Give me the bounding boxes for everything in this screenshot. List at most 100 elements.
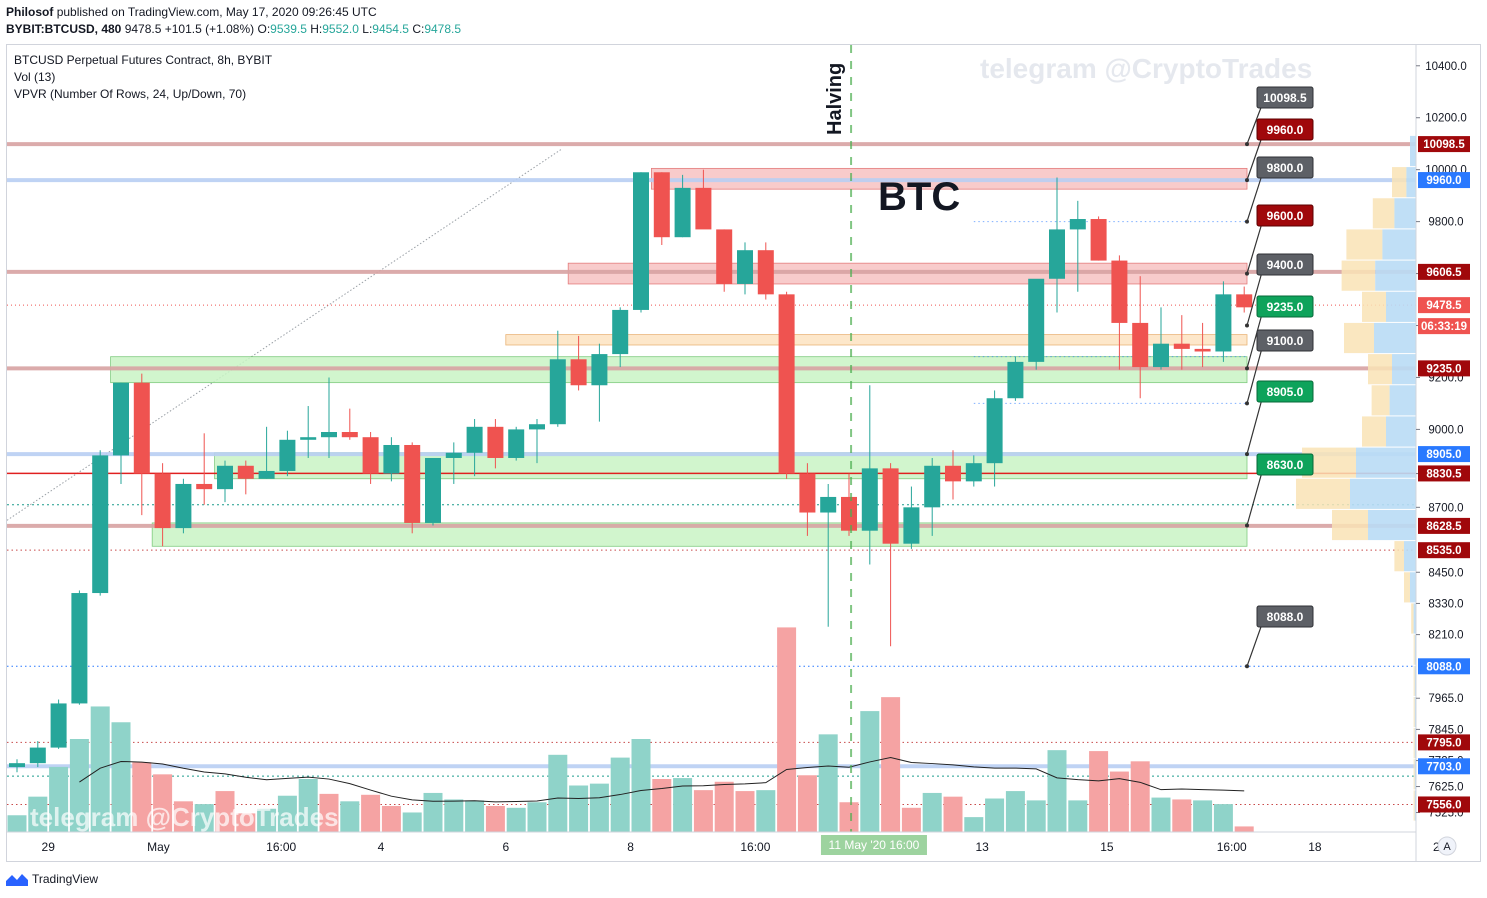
- callout-anchor: [1245, 401, 1249, 406]
- volume-bar: [569, 785, 589, 832]
- price-badge: [1418, 172, 1470, 189]
- candle-body: [633, 172, 649, 310]
- volume-bar: [485, 805, 505, 832]
- footer-brand[interactable]: TradingView: [32, 872, 99, 886]
- price-tick-label: 8450.0: [1428, 567, 1463, 579]
- volume-bar: [777, 627, 797, 832]
- callout-pointer: [1246, 471, 1263, 526]
- candle-body: [1173, 343, 1190, 349]
- open-label: O:: [257, 22, 271, 36]
- vpvr-up-bar: [1414, 790, 1416, 821]
- volume-bar: [1234, 826, 1254, 832]
- time-tick-label: 16:00: [266, 840, 296, 854]
- callout-pointer: [1246, 398, 1263, 455]
- vpvr-up-bar: [1410, 135, 1416, 167]
- vpvr-up-bar: [1414, 634, 1416, 665]
- callout-label: 9600.0: [1267, 209, 1304, 223]
- callout-anchor: [1245, 219, 1249, 224]
- price-badge-label: 7795.0: [1426, 737, 1461, 749]
- vpvr-up-bar: [1414, 696, 1416, 728]
- candle-body: [154, 473, 171, 529]
- candle-body: [9, 763, 25, 768]
- candle-body: [404, 444, 421, 523]
- callout-anchor: [1245, 142, 1249, 147]
- price-change: +101.5 (+1.08%): [164, 22, 255, 36]
- auto-scale-button[interactable]: [1437, 836, 1457, 856]
- price-badge-label: 9235.0: [1426, 363, 1461, 375]
- price-badge: [1418, 136, 1470, 153]
- callout-anchor: [1245, 452, 1249, 457]
- volume-bar: [49, 766, 69, 832]
- candle-body: [1049, 229, 1065, 279]
- volume-bar: [1109, 771, 1129, 832]
- callout-box: [1256, 380, 1314, 403]
- volume-bar: [298, 778, 318, 832]
- background-layer: [6, 148, 563, 521]
- vpvr-down-bar: [1411, 603, 1414, 634]
- symbol-label: BYBIT:BTCUSD, 480: [6, 22, 122, 36]
- candle-body: [653, 172, 670, 238]
- publisher-name[interactable]: Philosof: [6, 5, 54, 19]
- volume-bar: [340, 801, 360, 832]
- volume-bar: [1130, 761, 1150, 832]
- open-value: 9539.5: [270, 22, 307, 36]
- volume-bar: [964, 817, 984, 832]
- volume-bar: [465, 800, 485, 832]
- volume-bar: [402, 812, 422, 832]
- chart-legend: BTCUSD Perpetual Futures Contract, 8h, B…: [14, 52, 272, 103]
- price-badge-label: 7703.0: [1426, 761, 1461, 773]
- candle-body: [425, 457, 441, 523]
- volume-bar: [818, 734, 838, 832]
- callout-box: [1256, 253, 1314, 276]
- publication-header: Philosof published on TradingView.com, M…: [6, 4, 461, 38]
- vpvr-up-bar: [1414, 665, 1416, 696]
- price-badge: [1418, 360, 1470, 377]
- volume-bar: [631, 739, 651, 832]
- price-tick-label: 8330.0: [1428, 598, 1463, 610]
- candle-body: [882, 468, 899, 544]
- watermark-bottom: telegram @CryptoTrades: [30, 802, 339, 832]
- volume-bar: [90, 706, 110, 832]
- candle-body: [965, 463, 982, 482]
- candle-body: [737, 250, 753, 284]
- legend-volume[interactable]: Vol (13): [14, 70, 56, 84]
- high-value: 9552.0: [322, 22, 359, 36]
- vpvr-up-bar: [1375, 260, 1416, 291]
- candle-body: [861, 468, 878, 531]
- callout-label: 9800.0: [1267, 161, 1304, 175]
- annotations-layer: Halving BTC telegram @CryptoTrades 10098.5 9…: [824, 45, 1314, 832]
- volume-bar: [194, 804, 214, 832]
- halving-label: Halving: [824, 63, 846, 135]
- callout-label: 9235.0: [1267, 300, 1304, 314]
- vpvr-down-bar: [1346, 229, 1383, 260]
- last-price: 9478.5: [124, 22, 162, 36]
- price-badge-label: 8628.5: [1426, 521, 1462, 533]
- chart-title: BTC: [878, 175, 960, 219]
- volume-bar: [735, 791, 755, 832]
- candle-body: [113, 382, 129, 456]
- volume-bar: [985, 798, 1005, 832]
- time-tick-label: 16:00: [740, 840, 770, 854]
- candle-body: [133, 382, 150, 474]
- legend-title[interactable]: BTCUSD Perpetual Futures Contract, 8h, B…: [14, 53, 273, 67]
- time-tick-label: 11 May '20 16:00: [829, 838, 920, 852]
- volume-bar: [257, 808, 277, 832]
- time-tick-label: 4: [378, 840, 385, 854]
- candle-body: [986, 398, 1003, 464]
- candle-body: [487, 426, 504, 458]
- candle-body: [591, 354, 608, 386]
- candle-body: [341, 432, 358, 438]
- vpvr-up-bar: [1386, 291, 1416, 322]
- candle-body: [175, 483, 192, 529]
- callout-anchor: [1245, 323, 1249, 328]
- callout-anchor: [1245, 366, 1249, 371]
- time-tick-label: 6: [502, 840, 509, 854]
- legend-vpvr[interactable]: VPVR (Number Of Rows, 24, Up/Down, 70): [14, 87, 247, 101]
- vpvr-up-bar: [1414, 759, 1416, 790]
- volume-bar: [1089, 751, 1109, 832]
- ohlc-line: BYBIT:BTCUSD, 480 9478.5 +101.5 (+1.08%)…: [6, 21, 461, 38]
- callout-label: 8088.0: [1267, 610, 1304, 624]
- callout-8088-0: 8088.0: [1245, 605, 1314, 669]
- candle-body: [1132, 322, 1149, 368]
